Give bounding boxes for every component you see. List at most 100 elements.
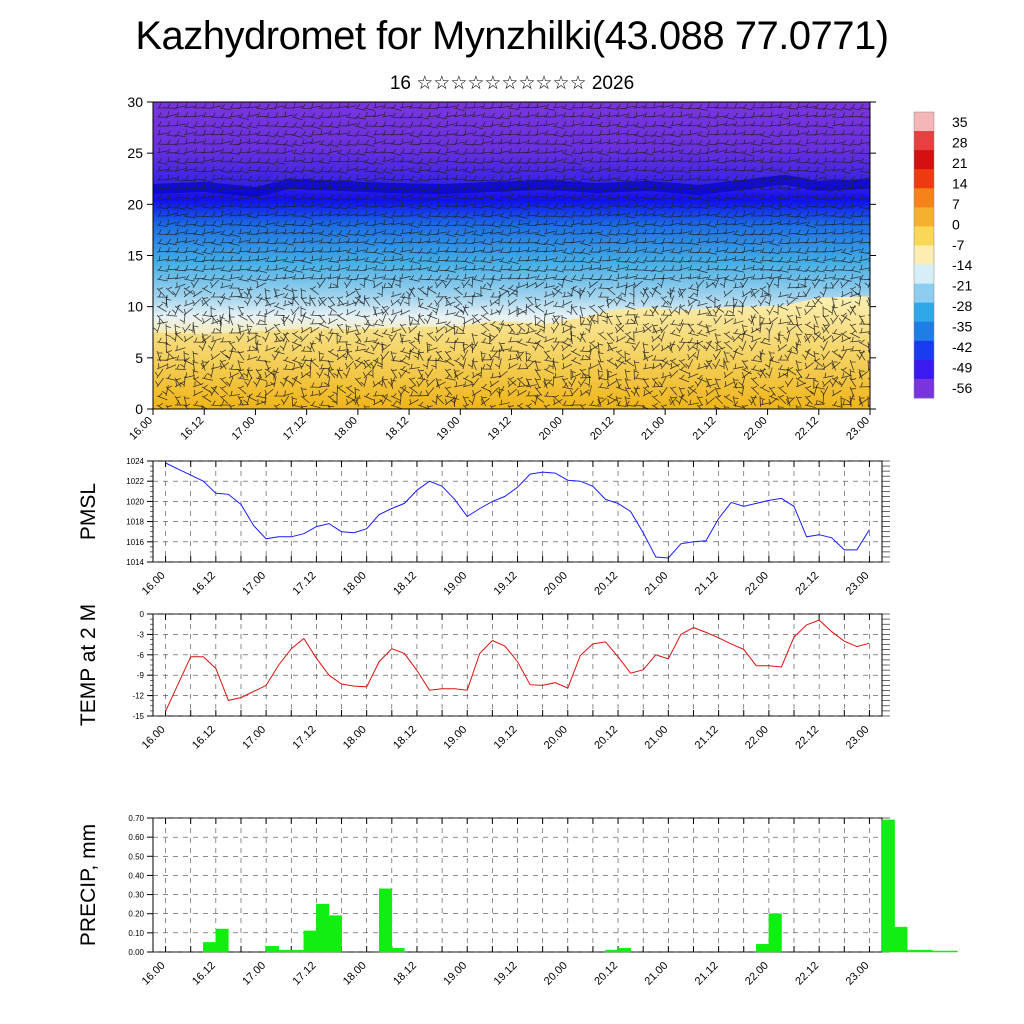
x-tick-label: 21.00 — [642, 570, 670, 598]
xs-x-tick-label: 16.00 — [127, 415, 155, 443]
data-point — [617, 502, 619, 504]
y-tick-label: 0.00 — [128, 948, 144, 957]
chart-subtitle: 16 ☆☆☆☆☆☆☆☆☆☆ 2026 — [389, 73, 635, 94]
precip-bar — [881, 819, 895, 953]
data-point — [366, 686, 368, 688]
y-tick-label: 0.70 — [128, 814, 144, 823]
x-tick-label: 22.12 — [793, 570, 821, 598]
data-point — [831, 631, 833, 633]
x-tick-label: 22.12 — [793, 960, 821, 988]
data-point — [743, 505, 745, 507]
data-point — [466, 515, 468, 517]
data-point — [692, 541, 694, 543]
y-tick-label: 0.10 — [128, 929, 144, 938]
xs-x-tick-label: 20.00 — [537, 415, 565, 443]
data-point — [240, 503, 242, 505]
x-tick-label: 18.12 — [391, 960, 419, 988]
data-point — [818, 534, 820, 536]
precip-bar — [617, 947, 631, 953]
data-point — [240, 696, 242, 698]
y-tick-label: 0.20 — [128, 910, 144, 919]
x-tick-label: 18.12 — [391, 724, 419, 752]
data-point — [843, 549, 845, 551]
data-point — [730, 643, 732, 645]
precip-bar — [291, 949, 305, 953]
data-point — [391, 648, 393, 650]
data-point — [328, 674, 330, 676]
precip-bar — [932, 950, 946, 953]
data-point — [252, 690, 254, 692]
precip-bar — [391, 947, 405, 953]
data-point — [579, 654, 581, 656]
data-point — [768, 665, 770, 667]
xs-y-tick-label: 25 — [127, 145, 143, 161]
x-tick-label: 16.00 — [140, 724, 168, 752]
y-tick-label: -3 — [137, 630, 145, 639]
data-point — [655, 556, 657, 558]
colorbar-swatch — [914, 359, 934, 380]
data-point — [504, 495, 506, 497]
colorbar-label: 0 — [952, 216, 960, 232]
y-tick-label: 1020 — [126, 497, 144, 506]
data-point — [667, 658, 669, 660]
data-point — [541, 471, 543, 473]
data-point — [454, 688, 456, 690]
data-point — [504, 645, 506, 647]
xs-x-tick-label: 22.00 — [742, 415, 770, 443]
data-point — [441, 688, 443, 690]
xs-y-tick-label: 30 — [127, 94, 143, 110]
xs-x-tick-label: 16.12 — [178, 415, 206, 443]
data-point — [818, 619, 820, 621]
data-point — [227, 493, 229, 495]
x-tick-label: 21.12 — [693, 960, 721, 988]
data-point — [366, 528, 368, 530]
data-point — [856, 549, 858, 551]
data-point — [227, 699, 229, 701]
data-point — [428, 689, 430, 691]
x-tick-label: 19.00 — [441, 724, 469, 752]
data-point — [340, 531, 342, 533]
data-point — [353, 685, 355, 687]
colorbar-swatch — [914, 302, 934, 323]
data-point — [567, 687, 569, 689]
colorbar-label: -21 — [952, 278, 972, 294]
data-point — [843, 640, 845, 642]
y-axis-title: TEMP at 2 M — [77, 604, 100, 726]
data-point — [617, 656, 619, 658]
precip-bar — [203, 942, 217, 953]
xs-x-tick-label: 20.12 — [588, 415, 616, 443]
data-point — [780, 666, 782, 668]
data-point — [215, 492, 217, 494]
cross-section-panel: 0 5 10 15 20 25 30 16.00 16.12 17.00 17.12 18.00 18.… — [127, 94, 876, 443]
precip-bar — [215, 928, 229, 953]
y-tick-label: -6 — [137, 651, 145, 660]
x-tick-label: 22.12 — [793, 724, 821, 752]
x-tick-label: 18.00 — [341, 724, 369, 752]
x-tick-label: 19.12 — [492, 960, 520, 988]
precip-bar — [919, 949, 933, 953]
data-point — [516, 660, 518, 662]
data-point — [541, 684, 543, 686]
x-tick-label: 21.00 — [642, 724, 670, 752]
y-tick-label: 1022 — [126, 477, 144, 486]
y-tick-label: 0.50 — [128, 852, 144, 861]
data-point — [290, 536, 292, 538]
data-point — [755, 502, 757, 504]
x-tick-label: 19.12 — [492, 724, 520, 752]
x-tick-label: 18.12 — [391, 570, 419, 598]
x-tick-label: 23.00 — [844, 570, 872, 598]
x-tick-label: 16.12 — [190, 570, 218, 598]
data-point — [805, 536, 807, 538]
xs-x-tick-label: 21.12 — [691, 415, 719, 443]
data-point — [428, 480, 430, 482]
data-point — [328, 522, 330, 524]
colorbar-swatch — [914, 340, 934, 361]
data-point — [554, 472, 556, 474]
xs-x-tick-label: 23.00 — [844, 415, 872, 443]
data-point — [202, 656, 204, 658]
x-tick-label: 22.00 — [743, 724, 771, 752]
series-line-pmsl — [165, 462, 870, 559]
data-point — [403, 652, 405, 654]
data-point — [529, 473, 531, 475]
colorbar-label: -7 — [952, 237, 965, 253]
